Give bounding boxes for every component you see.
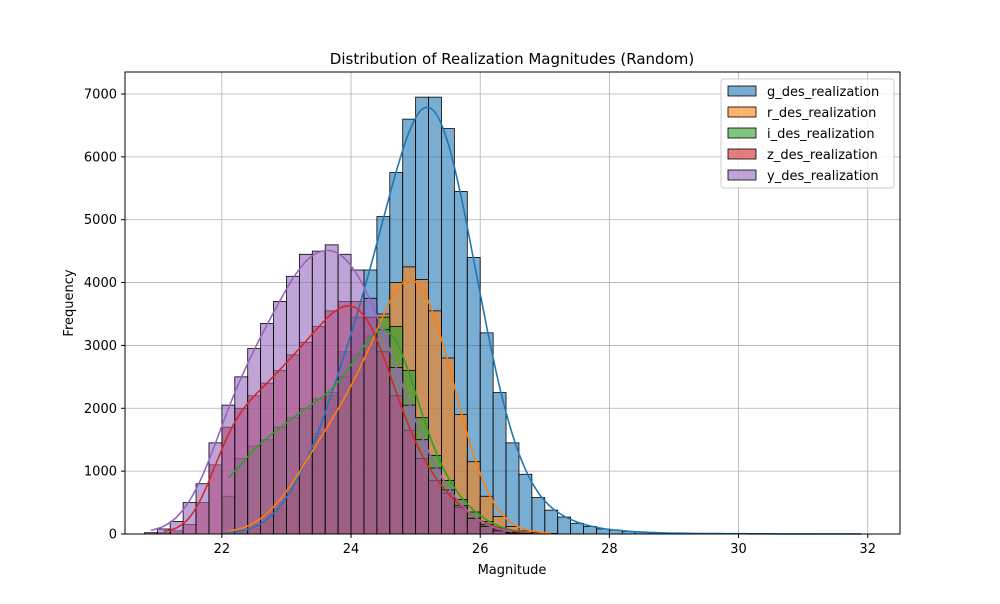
- x-tick-label: 28: [601, 542, 618, 557]
- histogram-bar: [532, 498, 545, 534]
- legend-swatch: [728, 86, 756, 96]
- x-tick-label: 26: [472, 542, 489, 557]
- y-tick-label: 2000: [84, 402, 117, 417]
- x-tick-label: 24: [343, 542, 360, 557]
- histogram-bar: [235, 377, 248, 534]
- histogram-bar: [338, 254, 351, 534]
- legend-label: y_des_realization: [767, 169, 879, 184]
- chart-title: Distribution of Realization Magnitudes (…: [330, 50, 694, 68]
- histogram-bar: [377, 330, 390, 534]
- histogram-bar: [519, 474, 532, 534]
- y-tick-label: 0: [109, 528, 117, 543]
- histogram-bar: [299, 254, 312, 534]
- legend: g_des_realization r_des_realization i_des_…: [721, 79, 894, 188]
- histogram-bar: [261, 323, 274, 534]
- x-tick-label: 22: [214, 542, 231, 557]
- legend-label: i_des_realization: [767, 127, 875, 142]
- legend-swatch: [728, 170, 756, 180]
- legend-swatch: [728, 149, 756, 159]
- y-tick-label: 7000: [84, 88, 117, 103]
- legend-label: z_des_realization: [767, 148, 878, 163]
- histogram-bar: [196, 484, 209, 534]
- legend-swatch: [728, 107, 756, 117]
- legend-label: g_des_realization: [767, 85, 879, 100]
- y-tick-label: 6000: [84, 150, 117, 165]
- histogram-bar: [403, 405, 416, 534]
- x-tick-label: 32: [859, 542, 876, 557]
- histogram-bar: [441, 490, 454, 534]
- x-axis-label: Magnitude: [478, 563, 547, 578]
- histogram-bar: [571, 523, 584, 534]
- histogram-bar: [480, 526, 493, 534]
- histogram-bar: [493, 393, 506, 534]
- y-axis-label: Frequency: [62, 269, 77, 336]
- histogram-bar: [558, 517, 571, 534]
- histogram-bar: [248, 349, 261, 534]
- y-tick-label: 4000: [84, 276, 117, 291]
- histogram-bar: [467, 518, 480, 534]
- x-tick-label: 30: [730, 542, 747, 557]
- histogram-bar: [545, 510, 558, 534]
- y-tick-label: 3000: [84, 339, 117, 354]
- y-tick-label: 1000: [84, 465, 117, 480]
- y-tick-label: 5000: [84, 213, 117, 228]
- histogram-bar: [312, 251, 325, 534]
- legend-label: r_des_realization: [767, 106, 876, 121]
- legend-swatch: [728, 128, 756, 138]
